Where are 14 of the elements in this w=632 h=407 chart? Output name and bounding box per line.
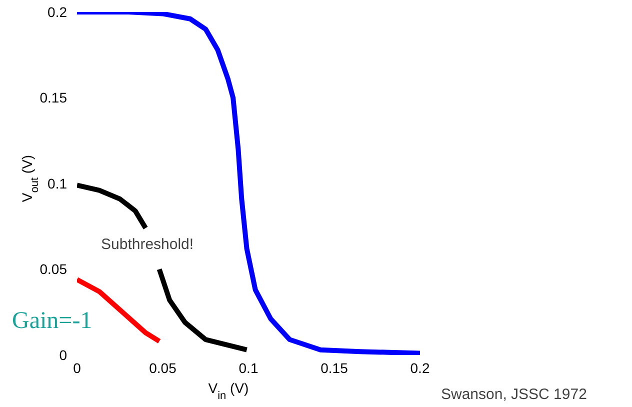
x-axis-title: V$_{in}$ (V) [208, 380, 249, 402]
y-tick-label: 0.2 [48, 4, 68, 20]
annotation: Gain=-1 [12, 308, 92, 335]
x-tick-label: 0.05 [149, 360, 177, 376]
y-tick-label: 0.05 [40, 261, 68, 278]
y-tick-label: 0.1 [48, 175, 68, 192]
y-tick-label: 0 [59, 346, 68, 363]
annotation: Subthreshold! [101, 236, 194, 253]
x-tick-label: 0.2 [410, 360, 430, 376]
y-tick-label: 0.15 [40, 90, 68, 106]
x-tick-label: 0.1 [238, 360, 258, 376]
text: Swanson, JSSC 1972 [441, 386, 587, 403]
x-tick-label: 0.15 [320, 360, 348, 376]
x-tick-label: 0 [73, 360, 82, 376]
